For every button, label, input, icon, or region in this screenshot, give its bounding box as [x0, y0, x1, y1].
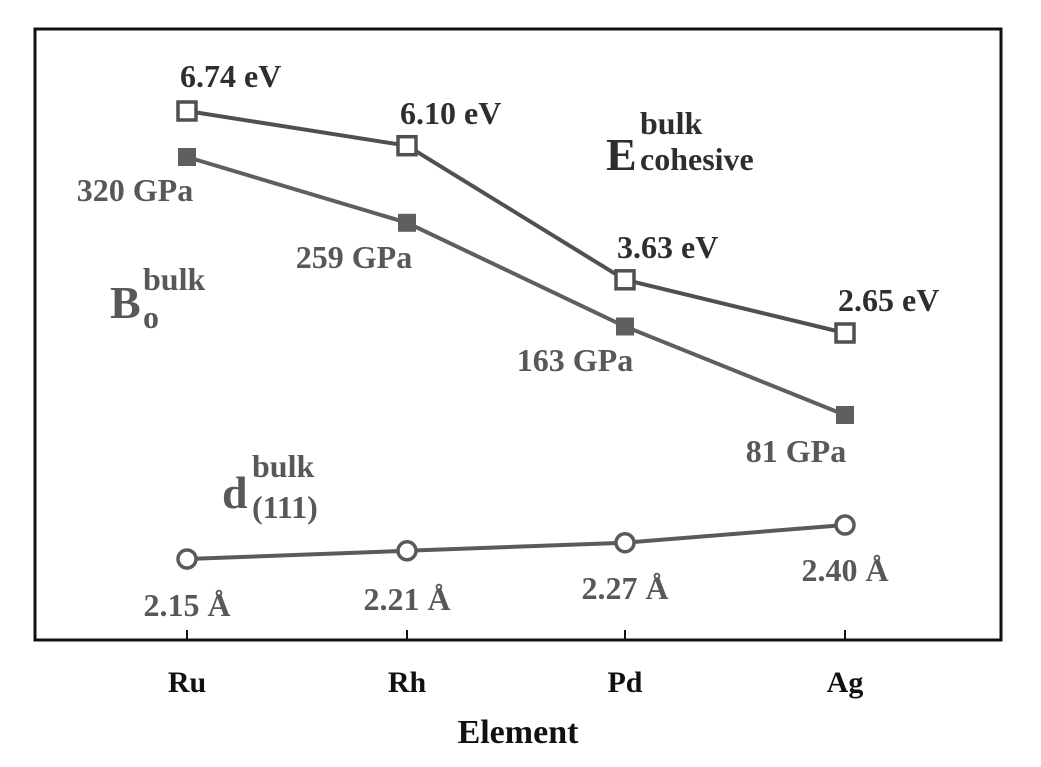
plot-frame [33, 27, 1003, 642]
x-tick-label-rh: Rh [388, 666, 427, 699]
annotation-cohesive-base: E [606, 129, 637, 180]
data-label-spacing-pd: 2.27 Å [581, 570, 668, 606]
marker-cohesive-pd [614, 269, 636, 291]
data-label-bulk-modulus-pd: 163 GPa [517, 342, 633, 378]
marker-cohesive-ru [176, 100, 198, 122]
marker-bulk-modulus-ru [178, 148, 196, 166]
data-label-spacing-ru: 2.15 Å [143, 587, 230, 623]
marker-bulk-modulus-pd [616, 317, 634, 336]
marker-cohesive-rh [396, 134, 418, 157]
annotation-spacing-sup: bulk [252, 448, 314, 484]
annotation-bulk-modulus-base: B [110, 277, 141, 328]
marker-bulk-modulus-ag [836, 406, 854, 424]
annotation-bulk-modulus: B bulk o [110, 261, 205, 335]
data-label-cohesive-pd: 3.63 eV [617, 229, 718, 265]
series-line-bulk-modulus [186, 155, 846, 417]
data-label-spacing-ag: 2.40 Å [801, 552, 888, 588]
x-axis-label: Element [458, 714, 580, 751]
interlayer-spacing-data-labels: 2.15 Å 2.21 Å 2.27 Å 2.40 Å [143, 552, 888, 623]
annotation-cohesive-energy: E bulk cohesive [606, 105, 754, 180]
marker-bulk-modulus-rh [398, 213, 416, 232]
marker-interlayer-spacing-ag [834, 514, 856, 536]
series-line-interlayer-spacing [186, 523, 846, 561]
data-label-spacing-rh: 2.21 Å [363, 581, 450, 617]
annotation-spacing-base: d [222, 467, 248, 518]
data-label-bulk-modulus-ag: 81 GPa [746, 433, 846, 469]
bulk-modulus-data-labels: 320 GPa 259 GPa 163 GPa 81 GPa [77, 172, 846, 469]
x-tick-labels: Ru Rh Pd Ag [168, 666, 864, 699]
x-ticks [186, 630, 846, 640]
series-line-cohesive [186, 109, 846, 335]
annotation-bulk-modulus-sub: o [143, 299, 159, 335]
data-label-cohesive-ag: 2.65 eV [838, 282, 939, 318]
data-label-bulk-modulus-rh: 259 GPa [296, 239, 412, 275]
cohesive-data-labels: 6.74 eV 6.10 eV 3.63 eV 2.65 eV [180, 58, 939, 318]
annotation-cohesive-sup: bulk [640, 105, 702, 141]
marker-interlayer-spacing-ru [176, 548, 198, 570]
data-label-bulk-modulus-ru: 320 GPa [77, 172, 193, 208]
annotation-bulk-modulus-sup: bulk [143, 261, 205, 297]
x-tick-label-ag: Ag [827, 666, 864, 699]
data-label-cohesive-rh: 6.10 eV [400, 95, 501, 131]
x-tick-label-pd: Pd [607, 666, 642, 699]
annotation-interlayer-spacing: d bulk (111) [222, 448, 318, 525]
marker-interlayer-spacing-rh [396, 540, 418, 562]
annotation-spacing-sub: (111) [252, 489, 318, 525]
marker-cohesive-ag [834, 322, 856, 344]
series-markers [176, 100, 856, 570]
data-label-cohesive-ru: 6.74 eV [180, 58, 281, 94]
annotation-cohesive-sub: cohesive [640, 141, 754, 177]
marker-interlayer-spacing-pd [614, 531, 636, 554]
x-tick-label-ru: Ru [168, 666, 206, 699]
